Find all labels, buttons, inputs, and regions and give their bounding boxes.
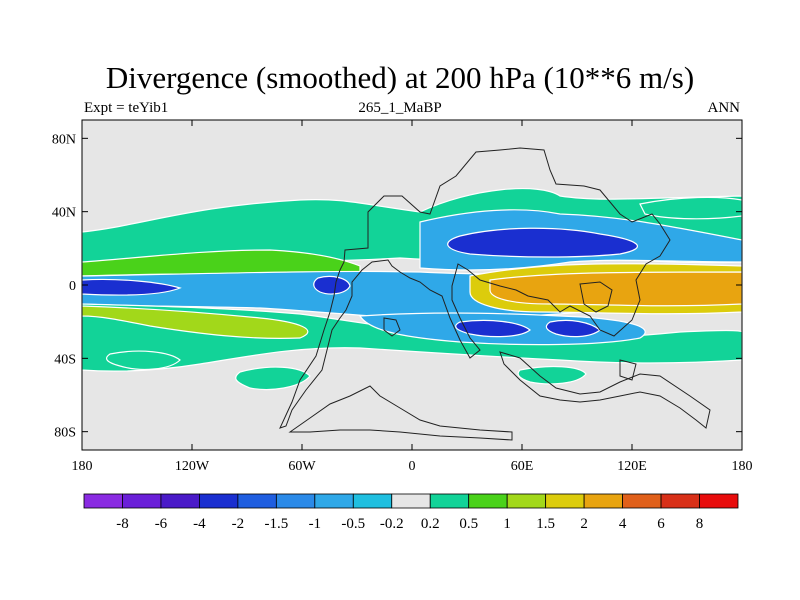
coastline [383, 317, 401, 337]
colorbar-label: 4 [619, 516, 627, 532]
colorbar-swatch [391, 493, 431, 509]
contour-fill [82, 120, 742, 450]
contour-region [545, 319, 601, 338]
experiment-id-label: 265_1_MaBP [358, 100, 442, 116]
colorbar-label: 6 [657, 516, 665, 532]
colorbar-swatch [237, 493, 277, 509]
coastline [579, 281, 613, 313]
colorbar: -8 -6 -4 -2 -1.5 -1 -0.5 -0.2 0.2 0.5 1 1.5 2 4 6 8 [83, 493, 739, 532]
contour-region [82, 278, 182, 296]
axes: 180 120W 60W 0 60E 120E 180 80N 40N 0 40S 80S [52, 120, 753, 474]
colorbar-swatch [199, 493, 239, 509]
y-tick-label: 0 [69, 279, 76, 294]
colorbar-swatch [699, 493, 739, 509]
x-tick-label: 180 [732, 459, 753, 474]
colorbar-label: -1.5 [264, 516, 288, 532]
y-tick-label: 40N [52, 206, 76, 221]
colorbar-swatch [352, 493, 393, 509]
x-tick-label: 180 [72, 459, 93, 474]
colorbar-label: -8 [116, 516, 129, 532]
coastline [279, 147, 671, 429]
x-tick-label: 60E [511, 459, 534, 474]
x-tick-label: 120E [617, 459, 647, 474]
contour-region [517, 365, 587, 385]
colorbar-label: 1 [503, 516, 511, 532]
contour-region [105, 350, 181, 370]
coastline [499, 351, 711, 429]
x-tick-label: 0 [409, 459, 416, 474]
contour-region [639, 196, 742, 220]
colorbar-label: 8 [696, 516, 704, 532]
colorbar-label: -2 [232, 516, 245, 532]
contour-region [313, 275, 351, 295]
colorbar-label: -0.5 [341, 516, 365, 532]
contour-region [447, 227, 639, 258]
colorbar-label: -1 [309, 516, 322, 532]
coastlines [279, 147, 711, 441]
x-tick-label: 120W [175, 459, 210, 474]
x-tick-label: 60W [288, 459, 316, 474]
colorbar-swatch [545, 493, 585, 509]
colorbar-swatch [429, 493, 470, 509]
contour-region [235, 366, 311, 391]
season-label: ANN [707, 100, 741, 116]
y-tick-label: 80N [52, 132, 76, 147]
colorbar-swatch [275, 493, 316, 509]
colorbar-swatch [622, 493, 662, 509]
y-tick-label: 40S [54, 352, 76, 367]
colorbar-swatch [83, 493, 123, 509]
contour-region [489, 271, 742, 307]
colorbar-label: -0.2 [380, 516, 404, 532]
contour-region [455, 319, 531, 338]
colorbar-label: 2 [580, 516, 588, 532]
colorbar-swatch [122, 493, 162, 509]
y-tick-label: 80S [54, 426, 76, 441]
contour-region [82, 305, 309, 339]
colorbar-label: 0.5 [459, 516, 478, 532]
colorbar-swatch [468, 493, 508, 509]
experiment-label: Expt = teYib1 [84, 100, 169, 116]
colorbar-label: -6 [155, 516, 168, 532]
colorbar-label: -4 [193, 516, 206, 532]
coastline [288, 385, 513, 441]
colorbar-swatch [314, 493, 354, 509]
colorbar-swatch [583, 493, 623, 509]
colorbar-swatch [160, 493, 200, 509]
colorbar-label: 0.2 [421, 516, 440, 532]
colorbar-swatch [506, 493, 547, 509]
colorbar-label: 1.5 [536, 516, 555, 532]
chart-title: Divergence (smoothed) at 200 hPa (10**6 … [105, 60, 695, 95]
coastline [619, 359, 637, 381]
colorbar-swatch [660, 493, 700, 509]
